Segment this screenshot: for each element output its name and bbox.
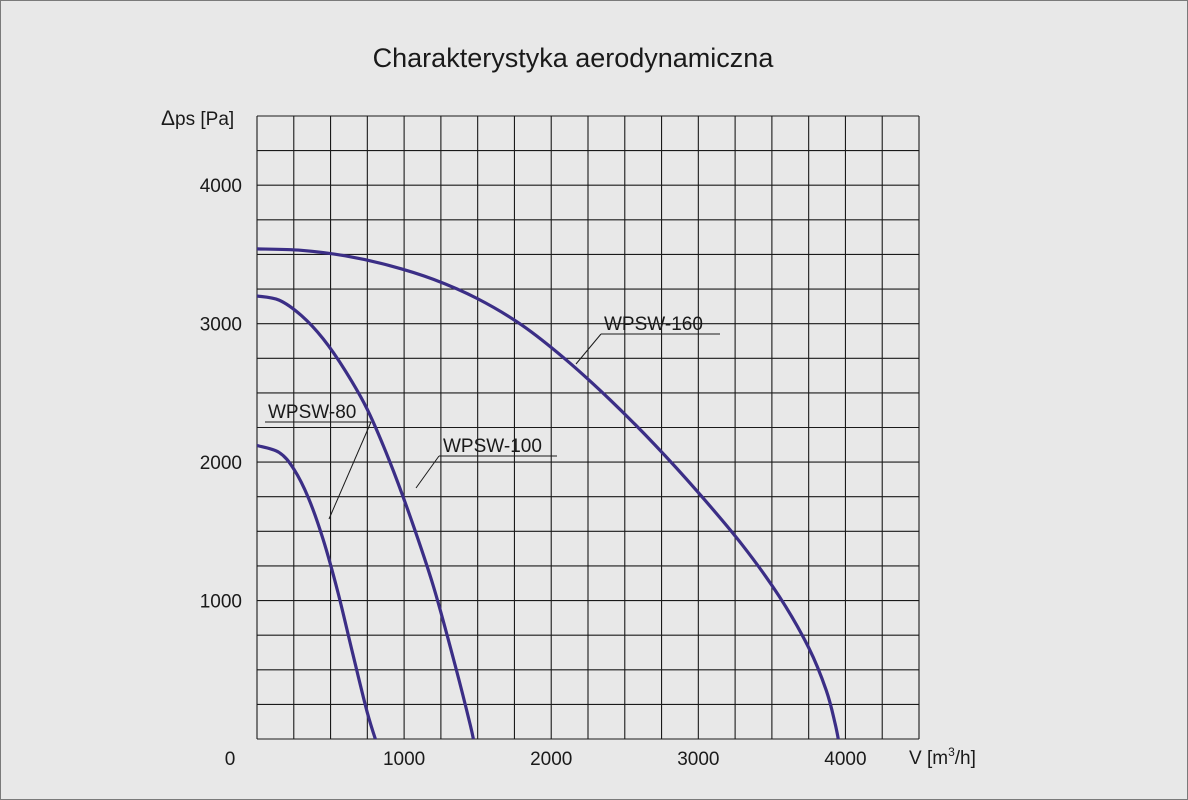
- x-tick-label: 1000: [383, 749, 425, 770]
- series-line-wpsw-160: [257, 247, 840, 739]
- origin-label: 0: [225, 749, 236, 770]
- x-axis-label-tail: /h]: [955, 748, 976, 769]
- label-leader-wpsw-100: [415, 455, 440, 489]
- x-axis-label-main: V [m: [909, 748, 948, 769]
- y-tick-label: 3000: [200, 315, 242, 336]
- series-label-wpsw-100: WPSW-100: [443, 436, 542, 457]
- x-tick-label: 4000: [824, 749, 866, 770]
- y-axis-label: Δps [Pa]: [161, 107, 234, 130]
- x-tick-label: 2000: [530, 749, 572, 770]
- series-label-wpsw-80: WPSW-80: [268, 402, 356, 423]
- label-leader-wpsw-160: [575, 333, 602, 365]
- grid: [256, 115, 920, 740]
- series-line-wpsw-80: [257, 443, 378, 739]
- label-leader-wpsw-80: [328, 421, 372, 520]
- y-axis-label-symbol: Δ: [161, 107, 175, 130]
- x-axis-label: V [m3/h]: [909, 745, 976, 769]
- y-tick-label: 4000: [200, 176, 242, 197]
- series-line-wpsw-100: [257, 294, 476, 739]
- y-axis-label-text: ps [Pa]: [175, 109, 234, 130]
- y-tick-label: 1000: [200, 592, 242, 613]
- tick-labels: 1000 2000 3000 4000 1000 2000 3000 4000: [200, 176, 867, 770]
- curves: [257, 247, 840, 739]
- x-tick-label: 3000: [677, 749, 719, 770]
- leaders: WPSW-80 WPSW-100 WPSW-160: [265, 314, 720, 520]
- series-label-wpsw-160: WPSW-160: [604, 314, 703, 335]
- y-tick-label: 2000: [200, 453, 242, 474]
- chart-title: Charakterystyka aerodynamiczna: [373, 43, 775, 73]
- x-axis-label-sup: 3: [948, 745, 955, 759]
